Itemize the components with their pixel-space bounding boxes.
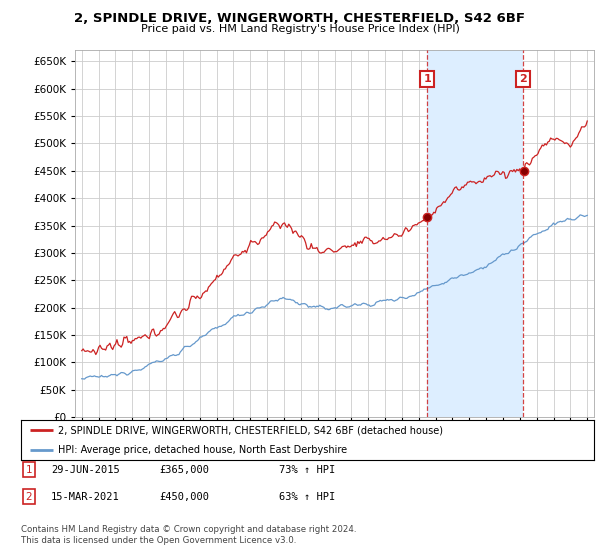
- Text: 1: 1: [424, 74, 431, 84]
- Bar: [427, 50, 523, 417]
- Text: 2: 2: [25, 492, 32, 502]
- Text: £450,000: £450,000: [159, 492, 209, 502]
- Text: £365,000: £365,000: [159, 465, 209, 475]
- Text: 63% ↑ HPI: 63% ↑ HPI: [279, 492, 335, 502]
- Text: 15-MAR-2021: 15-MAR-2021: [51, 492, 120, 502]
- Text: 1: 1: [25, 465, 32, 475]
- Text: 73% ↑ HPI: 73% ↑ HPI: [279, 465, 335, 475]
- Text: Contains HM Land Registry data © Crown copyright and database right 2024.
This d: Contains HM Land Registry data © Crown c…: [21, 525, 356, 545]
- Text: 2, SPINDLE DRIVE, WINGERWORTH, CHESTERFIELD, S42 6BF (detached house): 2, SPINDLE DRIVE, WINGERWORTH, CHESTERFI…: [58, 426, 443, 436]
- Text: HPI: Average price, detached house, North East Derbyshire: HPI: Average price, detached house, Nort…: [58, 445, 347, 455]
- Text: 29-JUN-2015: 29-JUN-2015: [51, 465, 120, 475]
- Text: Price paid vs. HM Land Registry's House Price Index (HPI): Price paid vs. HM Land Registry's House …: [140, 24, 460, 34]
- Text: 2: 2: [520, 74, 527, 84]
- Text: 2, SPINDLE DRIVE, WINGERWORTH, CHESTERFIELD, S42 6BF: 2, SPINDLE DRIVE, WINGERWORTH, CHESTERFI…: [74, 12, 526, 25]
